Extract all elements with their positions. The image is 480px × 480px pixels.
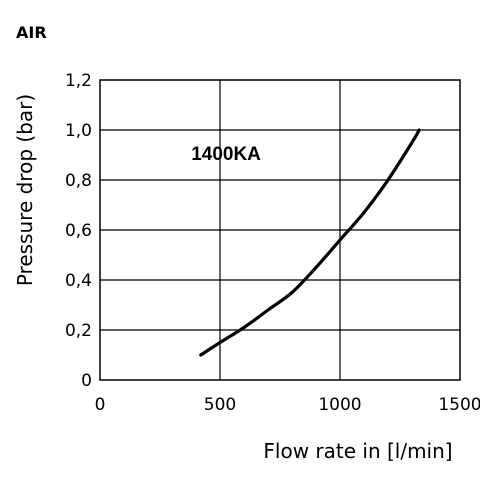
grid xyxy=(100,80,460,380)
y-tick-label-5: 1,0 xyxy=(65,121,92,141)
curve-layer xyxy=(199,128,421,357)
chart-title: AIR xyxy=(16,23,47,42)
series-curve-0 xyxy=(199,128,421,357)
y-tick-label-2: 0,4 xyxy=(65,271,92,291)
plot-frame xyxy=(99,79,461,381)
y-tick-label-4: 0,8 xyxy=(65,171,92,191)
y-axis-label: Pressure drop (bar) xyxy=(13,94,37,286)
plot-border xyxy=(99,79,461,381)
x-tick-label-3: 1500 xyxy=(438,395,480,415)
x-tick-label-0: 0 xyxy=(95,395,106,415)
x-axis-label: Flow rate in [l/min] xyxy=(263,439,452,463)
x-tick-label-2: 1000 xyxy=(318,395,361,415)
y-tick-label-6: 1,2 xyxy=(65,71,92,91)
tick-labels: 0 500 1000 1500 0 0,2 0,4 0,6 0,8 1,0 1,2 xyxy=(65,71,480,415)
y-tick-label-0: 0 xyxy=(81,371,92,391)
y-tick-label-3: 0,6 xyxy=(65,221,92,241)
y-tick-label-1: 0,2 xyxy=(65,321,92,341)
series-label-1400ka: 1400KA xyxy=(191,144,261,165)
x-tick-label-1: 500 xyxy=(204,395,236,415)
